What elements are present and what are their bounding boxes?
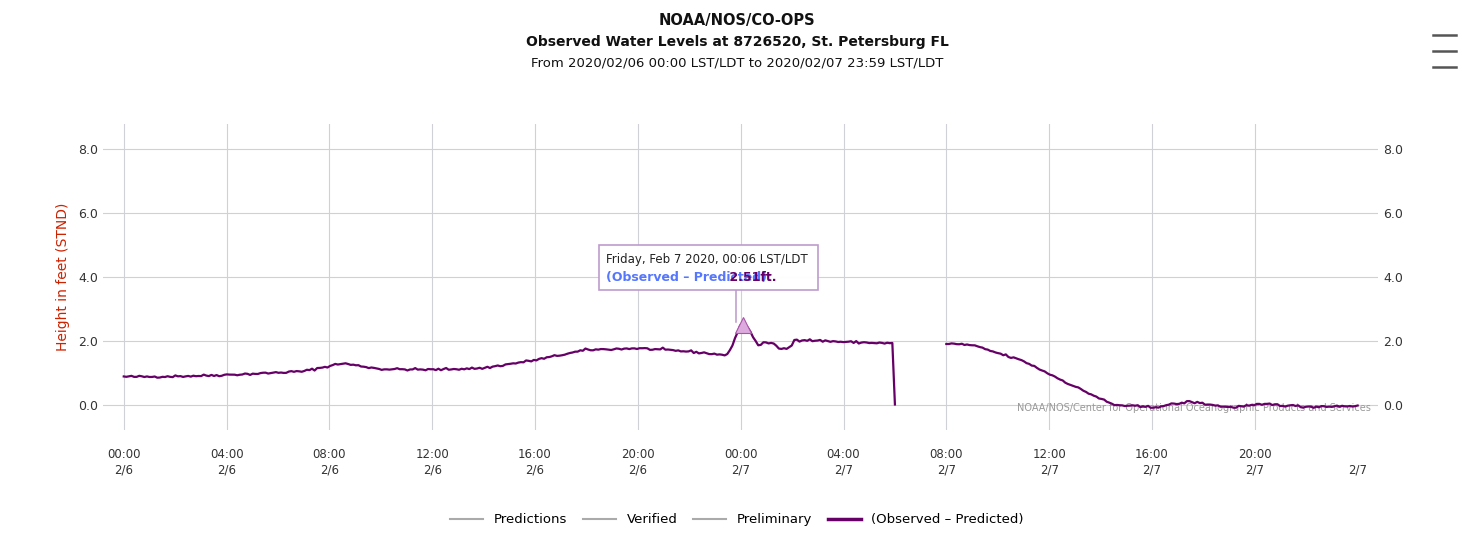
Text: 2.51ft.: 2.51ft. <box>725 271 777 284</box>
Text: 2/6: 2/6 <box>320 464 339 477</box>
Text: Friday, Feb 7 2020, 00:06 LST/LDT: Friday, Feb 7 2020, 00:06 LST/LDT <box>606 253 808 266</box>
Text: NOAA/NOS/Center for Operational Oceanographic Products and Services: NOAA/NOS/Center for Operational Oceanogr… <box>1017 403 1371 413</box>
Text: (Observed – Predicted):: (Observed – Predicted): <box>606 271 772 284</box>
Text: From 2020/02/06 00:00 LST/LDT to 2020/02/07 23:59 LST/LDT: From 2020/02/06 00:00 LST/LDT to 2020/02… <box>531 56 943 69</box>
Text: 04:00: 04:00 <box>209 448 243 461</box>
Text: 2/6: 2/6 <box>115 464 133 477</box>
Text: 00:00: 00:00 <box>724 448 758 461</box>
Text: 2/7: 2/7 <box>1039 464 1058 477</box>
Y-axis label: Height in feet (STND): Height in feet (STND) <box>56 203 69 351</box>
Text: 00:00: 00:00 <box>108 448 140 461</box>
Text: 16:00: 16:00 <box>1135 448 1169 461</box>
Text: 2/6: 2/6 <box>423 464 442 477</box>
Text: 2/7: 2/7 <box>937 464 955 477</box>
Text: 2/7: 2/7 <box>1246 464 1265 477</box>
FancyBboxPatch shape <box>600 245 818 290</box>
Text: 08:00: 08:00 <box>312 448 346 461</box>
Text: 2/6: 2/6 <box>628 464 647 477</box>
Text: Observed Water Levels at 8726520, St. Petersburg FL: Observed Water Levels at 8726520, St. Pe… <box>526 35 948 49</box>
Text: 08:00: 08:00 <box>930 448 963 461</box>
Text: 2/7: 2/7 <box>834 464 853 477</box>
Text: NOAA/NOS/CO-OPS: NOAA/NOS/CO-OPS <box>659 13 815 29</box>
Text: 2/7: 2/7 <box>1142 464 1162 477</box>
Text: 04:00: 04:00 <box>827 448 861 461</box>
Legend: Predictions, Verified, Preliminary, (Observed – Predicted): Predictions, Verified, Preliminary, (Obs… <box>445 508 1029 532</box>
Text: 20:00: 20:00 <box>621 448 654 461</box>
Text: 2/6: 2/6 <box>217 464 236 477</box>
Text: 2/7: 2/7 <box>731 464 750 477</box>
Text: 2/6: 2/6 <box>526 464 544 477</box>
Text: 12:00: 12:00 <box>416 448 450 461</box>
Text: 12:00: 12:00 <box>1032 448 1066 461</box>
Text: 20:00: 20:00 <box>1238 448 1272 461</box>
Text: 16:00: 16:00 <box>519 448 551 461</box>
Text: 2/7: 2/7 <box>1349 464 1366 477</box>
